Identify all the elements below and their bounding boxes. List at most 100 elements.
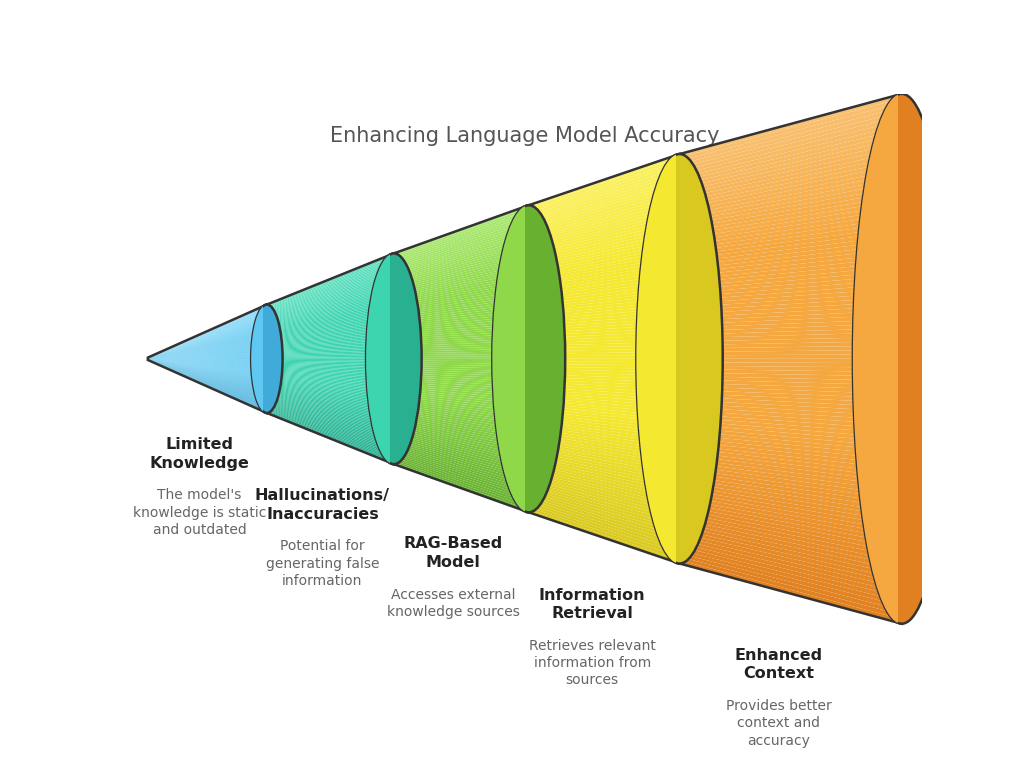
Polygon shape [528,359,680,362]
Polygon shape [147,304,267,357]
Polygon shape [528,466,680,505]
Polygon shape [267,264,394,311]
Polygon shape [528,239,680,272]
Polygon shape [394,231,528,273]
Polygon shape [528,451,680,485]
Polygon shape [680,492,902,536]
Polygon shape [680,414,902,434]
Polygon shape [680,382,902,394]
Polygon shape [147,313,267,358]
Polygon shape [147,360,267,408]
Polygon shape [267,396,394,432]
Polygon shape [267,282,394,320]
Polygon shape [680,178,902,222]
Polygon shape [394,292,528,315]
Polygon shape [680,404,902,421]
Polygon shape [680,468,902,504]
Polygon shape [267,367,394,376]
Polygon shape [267,289,394,324]
Polygon shape [680,332,902,342]
Polygon shape [394,333,528,343]
Polygon shape [528,328,680,339]
Polygon shape [528,192,680,236]
Polygon shape [394,461,528,510]
Polygon shape [267,366,394,375]
Polygon shape [147,360,267,394]
Polygon shape [680,362,902,368]
Polygon shape [680,366,902,372]
Polygon shape [267,343,394,352]
Polygon shape [147,324,267,358]
Polygon shape [147,325,267,358]
Polygon shape [680,129,902,185]
Text: Limited
Knowledge: Limited Knowledge [150,437,250,471]
Polygon shape [528,369,680,376]
Polygon shape [267,374,394,390]
Ellipse shape [642,154,718,564]
Polygon shape [680,444,902,474]
Polygon shape [680,354,902,359]
Polygon shape [267,329,394,344]
Polygon shape [528,307,680,323]
Polygon shape [394,383,528,397]
Polygon shape [267,384,394,410]
Polygon shape [267,311,394,335]
Polygon shape [147,317,267,358]
Polygon shape [528,212,680,251]
Polygon shape [680,461,902,496]
Polygon shape [394,233,528,274]
Polygon shape [267,390,394,422]
Polygon shape [528,249,680,279]
Polygon shape [147,360,267,387]
Polygon shape [394,413,528,441]
Polygon shape [680,337,902,345]
Polygon shape [394,218,528,264]
Polygon shape [680,134,902,188]
Polygon shape [528,410,680,430]
Polygon shape [267,375,394,392]
Polygon shape [267,332,394,346]
Polygon shape [394,254,528,289]
Polygon shape [147,360,267,389]
Polygon shape [267,411,394,462]
Polygon shape [394,397,528,418]
Polygon shape [267,271,394,314]
Polygon shape [394,404,528,428]
Polygon shape [394,341,528,348]
Polygon shape [394,408,528,433]
Polygon shape [680,257,902,284]
Polygon shape [267,259,394,308]
Polygon shape [267,378,394,399]
Polygon shape [528,382,680,393]
Ellipse shape [367,253,422,465]
Polygon shape [394,246,528,283]
Polygon shape [680,410,902,429]
Polygon shape [394,303,528,322]
Polygon shape [147,321,267,358]
Polygon shape [680,417,902,438]
Polygon shape [528,174,680,223]
Polygon shape [267,339,394,350]
Polygon shape [394,346,528,352]
Polygon shape [680,482,902,522]
Polygon shape [528,284,680,305]
Polygon shape [528,209,680,249]
Text: Accesses external
knowledge sources: Accesses external knowledge sources [387,587,520,619]
Polygon shape [267,401,394,443]
Polygon shape [680,441,902,469]
Polygon shape [394,277,528,304]
Polygon shape [267,317,394,338]
Polygon shape [267,362,394,368]
Polygon shape [394,325,528,338]
Polygon shape [394,406,528,430]
Polygon shape [267,393,394,425]
Polygon shape [267,262,394,310]
Polygon shape [267,372,394,387]
Polygon shape [528,181,680,228]
Polygon shape [394,455,528,502]
Polygon shape [147,344,267,358]
Polygon shape [528,311,680,325]
Polygon shape [267,397,394,436]
Polygon shape [267,411,394,461]
Polygon shape [267,402,394,445]
